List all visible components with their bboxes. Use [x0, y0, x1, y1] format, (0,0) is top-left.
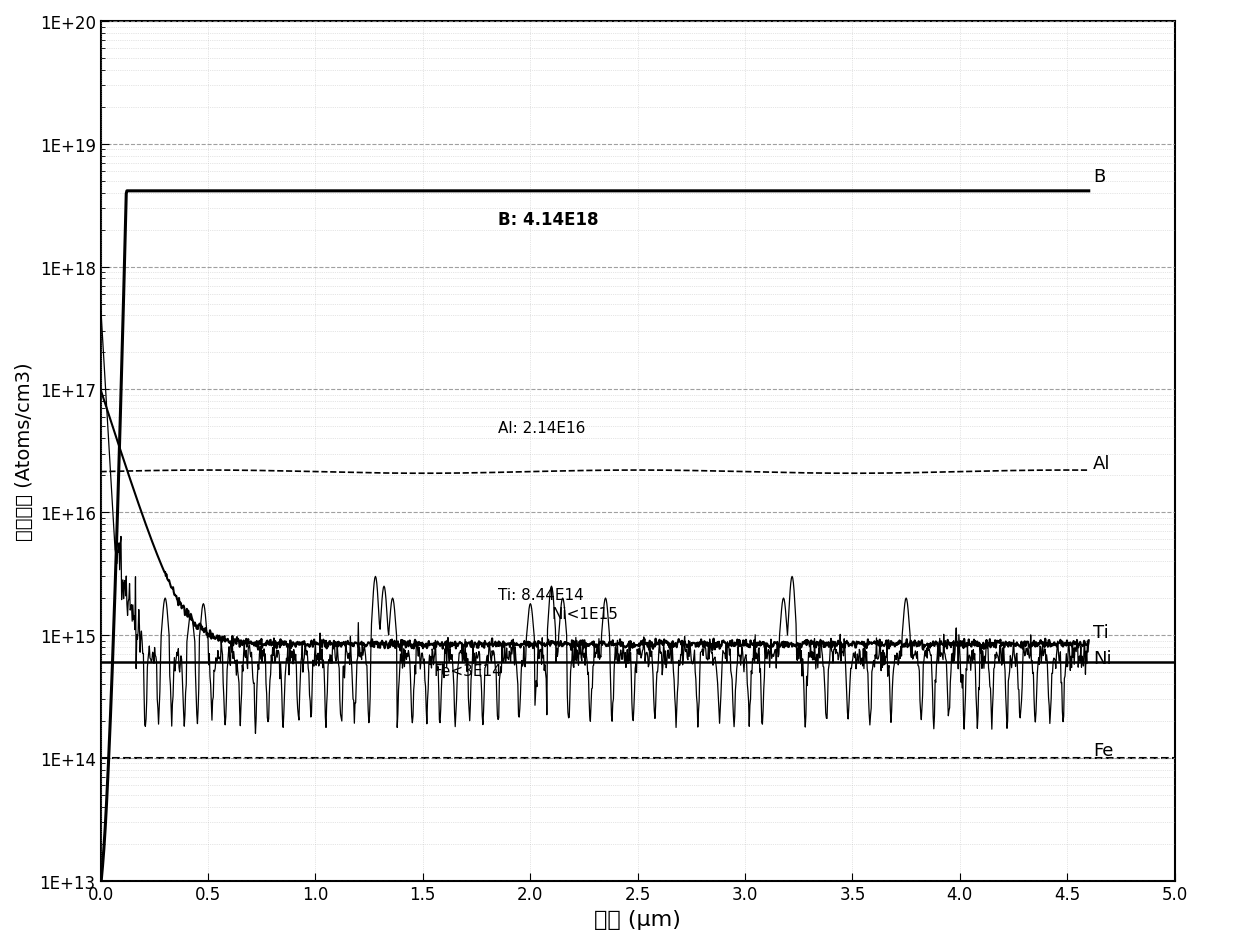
Text: Ni: Ni — [1092, 649, 1112, 667]
Text: Al: 2.14E16: Al: 2.14E16 — [498, 420, 585, 435]
X-axis label: 深度 (μm): 深度 (μm) — [594, 909, 681, 929]
Y-axis label: 杂质浓度 (Atoms/cm3): 杂质浓度 (Atoms/cm3) — [15, 362, 33, 541]
Text: Ti: Ti — [1092, 624, 1109, 642]
Text: Fe: Fe — [1092, 742, 1114, 760]
Text: Ti: 8.44E14: Ti: 8.44E14 — [498, 587, 584, 602]
Text: B: B — [1092, 167, 1105, 185]
Text: Ni<1E15: Ni<1E15 — [552, 606, 619, 621]
Text: B: 4.14E18: B: 4.14E18 — [498, 211, 599, 228]
Text: Fe<3E14: Fe<3E14 — [434, 663, 502, 678]
Text: Al: Al — [1092, 455, 1111, 473]
